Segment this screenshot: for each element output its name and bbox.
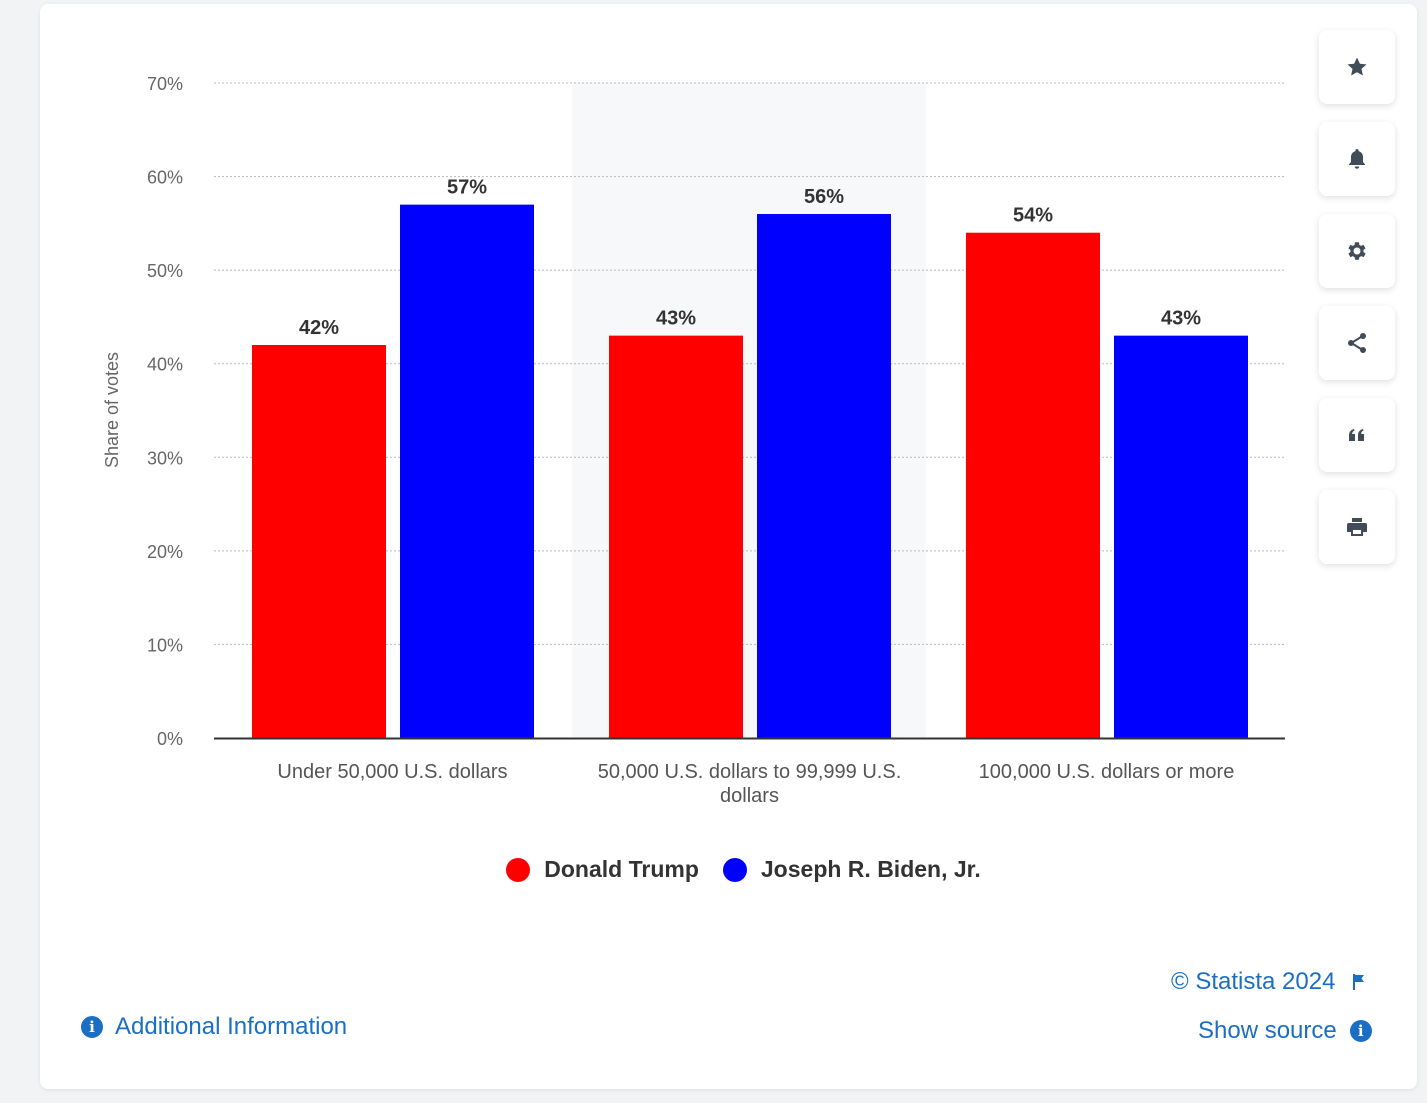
legend-dot-biden (722, 857, 747, 882)
y-axis-label: Share of votes (102, 352, 122, 468)
bars (252, 204, 1248, 739)
y-tick-label: 70% (147, 74, 183, 94)
notification-button[interactable] (1319, 122, 1395, 196)
y-tick-label: 30% (147, 448, 183, 468)
legend-dot-trump (506, 857, 531, 882)
source-info-icon: i (1349, 1020, 1372, 1042)
y-tick-label: 20% (147, 542, 183, 562)
settings-button[interactable] (1319, 214, 1395, 288)
share-icon (1348, 333, 1366, 353)
y-tick-label: 40% (147, 355, 183, 375)
statista-copyright-link[interactable]: © Statista 2024 (1171, 968, 1367, 996)
x-axis-categories: Under 50,000 U.S. dollars 50,000 U.S. dol… (277, 761, 1234, 807)
gear-icon (1348, 242, 1366, 260)
x-category-label: Under 50,000 U.S. dollars (277, 761, 507, 783)
legend-label-biden: Joseph R. Biden, Jr. (760, 856, 981, 882)
bar[interactable] (757, 214, 891, 738)
star-icon (1347, 57, 1367, 76)
share-button[interactable] (1319, 306, 1395, 380)
favorite-button[interactable] (1319, 30, 1395, 104)
quote-icon (1349, 429, 1364, 441)
y-tick-label: 0% (157, 729, 183, 749)
cite-button[interactable] (1319, 398, 1395, 472)
y-tick-label: 50% (147, 261, 183, 281)
x-category-label: 50,000 U.S. dollars to 99,999 U.S. dollar… (598, 761, 902, 807)
print-icon (1347, 518, 1367, 536)
info-icon: i (81, 1016, 103, 1038)
x-category-label: 100,000 U.S. dollars or more (979, 761, 1235, 783)
y-tick-label: 10% (147, 635, 183, 655)
bar[interactable] (1114, 335, 1248, 738)
print-button[interactable] (1319, 490, 1395, 564)
data-label: 43% (1161, 308, 1201, 330)
y-tick-label: 60% (147, 168, 183, 188)
bar[interactable] (400, 204, 534, 739)
data-label: 54% (1013, 205, 1053, 227)
data-label: 57% (447, 177, 487, 199)
copyright-label: © Statista 2024 (1171, 968, 1336, 995)
bar-chart: 0% 10% 20% 30% 40% 50% 60% 70% Share of votes 4… (102, 74, 1285, 807)
data-labels: 42% 57% 43% 56% 54% 43% (299, 177, 1201, 339)
legend-item-biden[interactable]: Joseph R. Biden, Jr. (722, 856, 981, 883)
data-label: 42% (299, 317, 339, 339)
data-label: 56% (804, 186, 844, 208)
additional-information-label: Additional Information (115, 1013, 348, 1040)
flag-icon (1353, 974, 1365, 990)
show-source-label: Show source (1198, 1017, 1337, 1044)
bell-icon (1349, 149, 1365, 169)
additional-information-link[interactable]: i Additional Information (81, 1013, 347, 1041)
legend-item-trump[interactable]: Donald Trump (506, 856, 699, 883)
bar[interactable] (252, 345, 386, 738)
bar[interactable] (609, 335, 743, 738)
bar[interactable] (966, 232, 1100, 738)
chart-legend: Donald Trump Joseph R. Biden, Jr. (0, 856, 1427, 883)
y-axis-ticks: 0% 10% 20% 30% 40% 50% 60% 70% (147, 74, 183, 749)
grid-lines (214, 82, 1285, 645)
data-label: 43% (656, 308, 696, 330)
legend-label-trump: Donald Trump (544, 856, 699, 882)
show-source-link[interactable]: Show source i (1198, 1017, 1372, 1045)
